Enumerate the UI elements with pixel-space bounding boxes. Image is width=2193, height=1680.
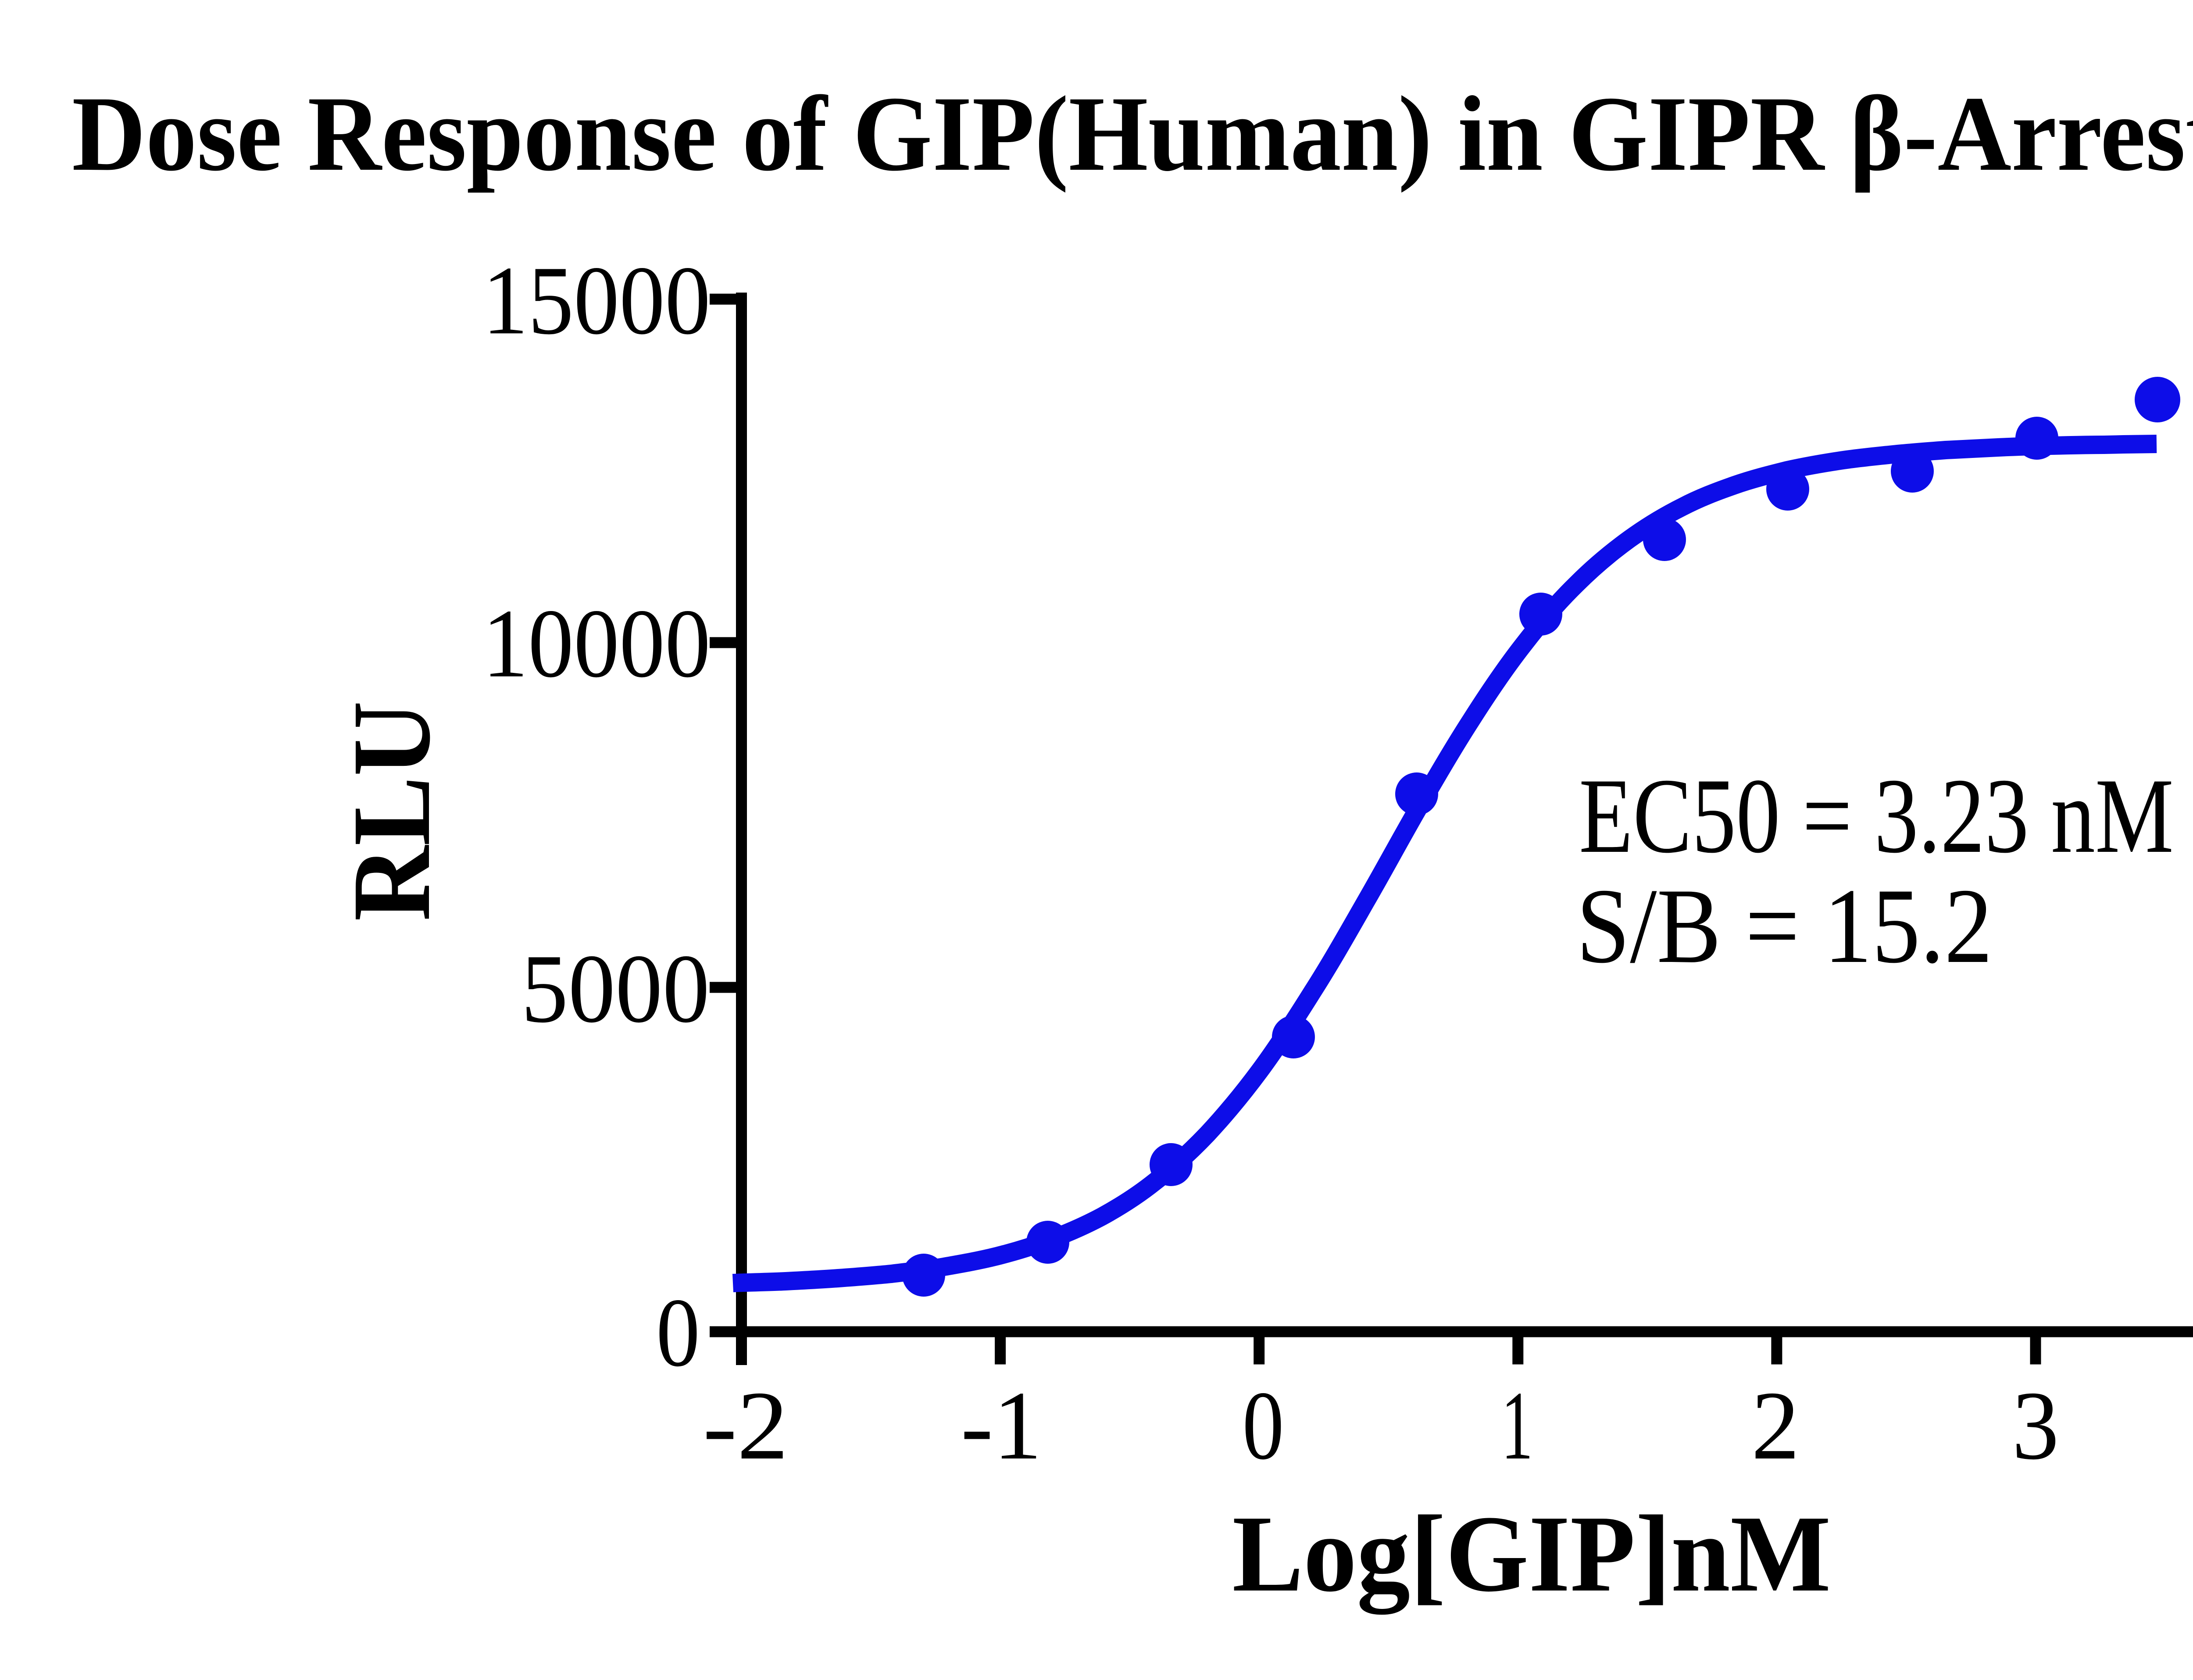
svg-text:Log[GIP]nM: Log[GIP]nM xyxy=(1232,1493,1831,1615)
svg-text:15000: 15000 xyxy=(482,246,711,355)
svg-text:5000: 5000 xyxy=(521,934,710,1043)
svg-text:RLU: RLU xyxy=(330,701,454,921)
svg-text:Dose Response of GIP(Human) in: Dose Response of GIP(Human) in GIPR β-Ar… xyxy=(72,74,2193,193)
svg-text:0: 0 xyxy=(656,1278,700,1387)
svg-text:S/B = 15.2: S/B = 15.2 xyxy=(1576,866,1993,985)
svg-text:3: 3 xyxy=(2012,1371,2059,1480)
svg-text:-1: -1 xyxy=(961,1371,1042,1480)
svg-text:-2: -2 xyxy=(703,1371,789,1480)
svg-text:2: 2 xyxy=(1751,1371,1800,1480)
svg-text:EC50 = 3.23 nM: EC50 = 3.23 nM xyxy=(1579,756,2174,875)
svg-text:10000: 10000 xyxy=(482,589,711,698)
svg-text:1: 1 xyxy=(1501,1371,1533,1480)
svg-text:0: 0 xyxy=(1243,1371,1284,1480)
